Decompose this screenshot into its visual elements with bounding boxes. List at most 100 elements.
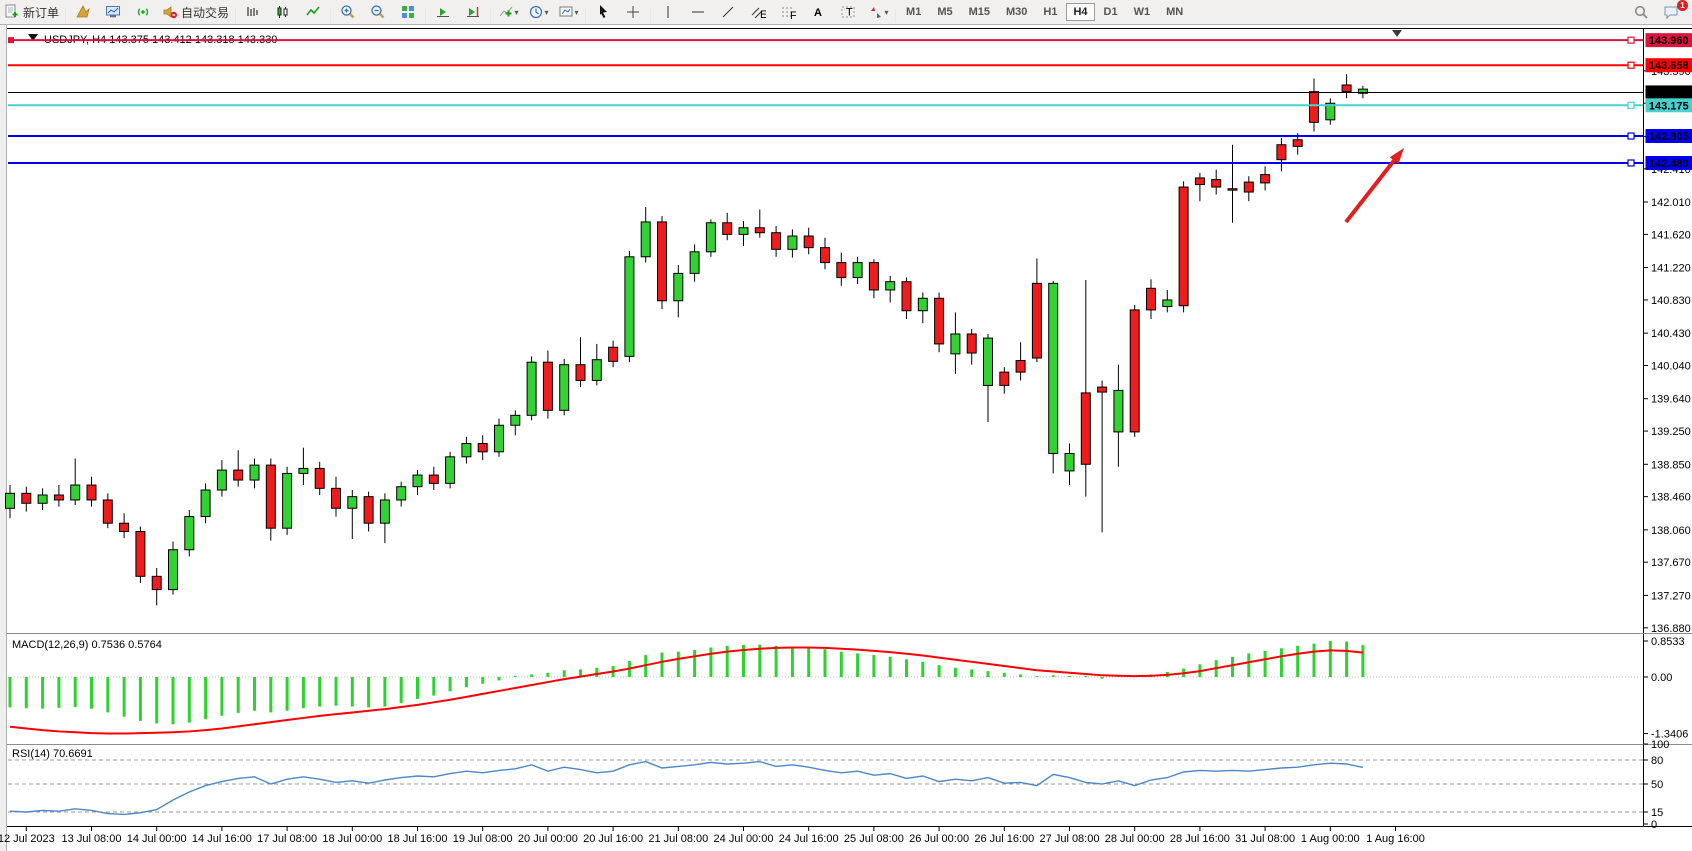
timeframe-m30-button[interactable]: M30 (1006, 6, 1028, 18)
date-tick-label: 17 Jul 08:00 (257, 833, 317, 845)
price-tick-label: 140.830 (1651, 295, 1691, 307)
toolbar: 新订单 自动交易 ▾ ▾ ▾ E F A T ▾ M1 M5 M15 M30 H1 H4 D1 W1 MN 1 (0, 0, 1692, 25)
date-tick-label: 14 Jul 00:00 (127, 833, 187, 845)
bars-icon (247, 7, 258, 16)
candle (1260, 174, 1271, 184)
toolbar-separator (585, 9, 587, 23)
line-anchor[interactable] (1627, 159, 1635, 167)
macd-tick-label: 0.8533 (1651, 636, 1685, 648)
date-tick-label: 13 Jul 08:00 (62, 833, 122, 845)
price-tick-label: 142.010 (1651, 197, 1691, 209)
zoom-out-button[interactable] (364, 1, 392, 24)
fibo-icon: F (782, 7, 796, 20)
text-button[interactable]: A (804, 1, 832, 24)
timeframe-m1-button[interactable]: M1 (906, 6, 922, 18)
fibonacci-button[interactable]: F (774, 1, 802, 24)
svg-text:F: F (790, 10, 796, 20)
arrows-button[interactable]: ▾ (864, 1, 892, 24)
price-lines[interactable] (8, 36, 1643, 167)
new-order-button[interactable]: 新订单 (1, 1, 62, 24)
crosshair-button[interactable] (619, 1, 647, 24)
search-icon (1634, 5, 1648, 19)
vertical-line-button[interactable] (654, 1, 682, 24)
candle (1048, 282, 1059, 454)
timeframe-d1-button[interactable]: D1 (1103, 6, 1118, 18)
templates-button[interactable]: ▾ (554, 1, 582, 24)
date-tick-label: 31 Jul 08:00 (1235, 833, 1295, 845)
timeframe-bar: M1 M5 M15 M30 H1 H4 D1 W1 MN (898, 3, 1191, 21)
horizontal-line-button[interactable] (684, 1, 712, 24)
price-axis[interactable]: 143.590143.200142.800142.410142.010141.6… (1643, 66, 1691, 635)
autoscroll-icon (437, 8, 450, 17)
candle (1113, 389, 1124, 433)
toolbar-separator (895, 9, 897, 23)
candle (184, 516, 195, 551)
candle (966, 333, 977, 354)
candle (379, 499, 390, 524)
cursor-button[interactable] (589, 1, 617, 24)
rsi-panel: 100 80 50 150 RSI(14) 70.6691 (8, 739, 1669, 831)
toolbar-separator (650, 9, 652, 23)
chart-shift-button[interactable] (459, 1, 487, 24)
candle (119, 522, 130, 533)
terminal-button[interactable] (99, 1, 127, 24)
timeframe-h1-button[interactable]: H1 (1043, 6, 1058, 18)
candle (1211, 179, 1222, 188)
indicators-button[interactable]: ▾ (494, 1, 522, 24)
candle (1080, 392, 1091, 465)
candle (673, 272, 684, 302)
date-tick-label: 26 Jul 16:00 (974, 833, 1034, 845)
line-anchor[interactable] (8, 37, 14, 44)
timeframe-w1-button[interactable]: W1 (1133, 6, 1151, 18)
rsi-tick-label: 80 (1651, 755, 1663, 767)
time-axis[interactable]: 12 Jul 2023 13 Jul 08:00 14 Jul 00:00 14 Ju… (0, 826, 1425, 845)
text-label-button[interactable]: T (834, 1, 862, 24)
mag-plus-icon (341, 5, 355, 19)
candle (738, 227, 749, 235)
line-chart-button[interactable] (299, 1, 327, 24)
candle (428, 474, 439, 484)
tile-windows-button[interactable] (394, 1, 422, 24)
timeframe-m5-button[interactable]: M5 (937, 6, 953, 18)
toolbar-separator (330, 9, 332, 23)
svg-text:T: T (846, 7, 853, 19)
candle (168, 549, 178, 591)
price-tick-label: 137.670 (1651, 557, 1691, 569)
autotrade-button-label: 自动交易 (181, 5, 230, 20)
chevron-down-icon: ▾ (884, 7, 889, 17)
line-anchor[interactable] (1627, 61, 1635, 69)
channel-button[interactable]: E (744, 1, 772, 24)
date-tick-label: 19 Jul 08:00 (453, 833, 513, 845)
trendline-button[interactable] (714, 1, 742, 24)
zoom-in-button[interactable] (334, 1, 362, 24)
search-button[interactable] (1627, 1, 1655, 24)
signals-button[interactable] (129, 1, 157, 24)
autotrade-button[interactable]: 自动交易 (159, 1, 232, 24)
price-tick-label: 139.640 (1651, 394, 1691, 406)
line-anchor[interactable] (1627, 132, 1635, 140)
candle (200, 489, 211, 518)
timeframe-m15-button[interactable]: M15 (968, 6, 990, 18)
marketwatch-button[interactable] (69, 1, 97, 24)
timeframe-h4-button[interactable]: H4 (1066, 3, 1095, 21)
candle (363, 496, 374, 524)
notifications-button[interactable]: 1 (1657, 0, 1688, 24)
periods-button[interactable]: ▾ (524, 1, 552, 24)
candle (331, 487, 341, 509)
line-anchor[interactable] (1627, 36, 1635, 44)
timeframe-mn-button[interactable]: MN (1166, 6, 1184, 18)
hline-icon (692, 11, 705, 13)
auto-scroll-button[interactable] (429, 1, 457, 24)
candle-chart-button[interactable] (269, 1, 297, 24)
line-anchor[interactable] (1627, 101, 1635, 109)
toolbar-separator (65, 9, 67, 23)
candle (396, 486, 407, 501)
bar-chart-button[interactable] (239, 1, 267, 24)
arrow-annotation[interactable] (1344, 148, 1404, 224)
chart-shift-marker[interactable] (1392, 30, 1402, 37)
date-tick-label: 26 Jul 00:00 (909, 833, 969, 845)
candle (934, 297, 945, 345)
window-menu-icon[interactable] (28, 34, 38, 41)
